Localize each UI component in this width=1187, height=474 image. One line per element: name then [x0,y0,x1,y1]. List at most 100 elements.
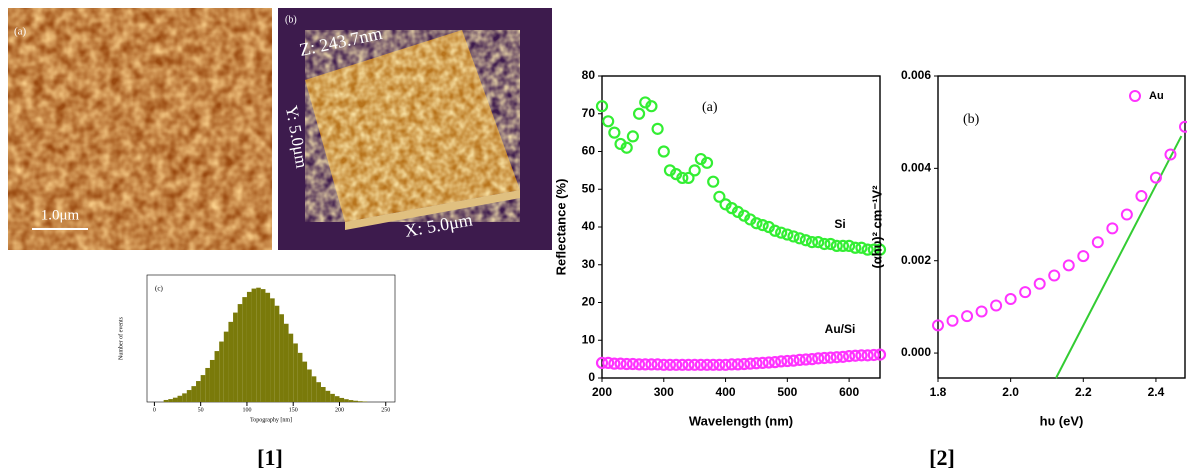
histogram-bar [261,289,266,402]
histogram-bar [363,401,368,402]
data-point [603,116,613,126]
histogram-bar [321,387,326,402]
histogram-bar [178,396,183,402]
x-axis-label: Wavelength (nm) [689,413,793,428]
data-point [1122,210,1132,220]
histogram-bar [201,375,206,402]
y-tick-label: 10 [582,332,596,346]
y-tick-label: 0.004 [901,161,931,175]
histogram-bar [233,313,238,402]
histogram-bar [289,334,294,402]
data-point [1006,294,1016,304]
data-point [690,165,700,175]
histogram-bar [349,400,354,402]
x-tick-label: 300 [654,385,674,399]
histogram-bar [284,324,289,402]
histogram-bar [252,289,257,402]
x-tick-label: 500 [777,385,797,399]
x-tick-label: 2.2 [1075,385,1092,399]
figure: (a) 1.0μm (b) Z: 243.7nm Y: 5.0μm X: 5.0… [0,0,1187,474]
histogram-bar [279,314,284,402]
x-tick-label: 50 [198,407,204,413]
x-tick-label: 0 [153,407,156,413]
histogram-bar [196,381,201,402]
histogram-bar [256,288,261,402]
data-point [948,316,958,326]
annotation: (a) [702,100,718,115]
histogram-bar [307,369,312,402]
histogram-bar [210,360,215,402]
y-axis-label: (αhυ)² cm⁻¹V² [869,185,884,269]
histogram-bar [344,399,349,402]
data-point [1180,122,1187,132]
x-tick-label: 1.8 [930,385,947,399]
y-tick-label: 0.006 [901,68,931,82]
data-point [708,177,718,187]
histogram-bar [228,322,233,402]
x-tick-label: 400 [716,385,736,399]
y-tick-label: 0.002 [901,253,931,267]
y-axis-label: Number of events [117,316,124,360]
histogram-bar [191,386,196,402]
histogram-bar [224,332,229,402]
histogram-bar [173,398,178,402]
histogram-bar [182,393,187,402]
histogram-bar [205,368,210,402]
histogram-bar [164,400,169,402]
y-tick-label: 80 [582,68,596,82]
data-point [634,109,644,119]
histogram-bar [335,396,340,402]
histogram-bar [316,382,321,402]
data-point [653,124,663,134]
data-point [977,307,987,317]
legend-label: Au [1149,90,1164,102]
series-label: Si [834,217,845,231]
histogram-bar [275,306,280,402]
y-tick-label: 0.000 [901,345,931,359]
y-tick-label: 0 [588,370,595,384]
data-point [1035,279,1045,289]
histogram-bar [330,394,335,402]
histogram-bar [312,376,317,402]
x-tick-label: 150 [289,407,298,413]
caption: [1] [257,445,283,470]
data-point [1049,270,1059,280]
legend-marker [1130,91,1140,101]
histogram-bar [238,304,243,402]
y-tick-label: 20 [582,295,596,309]
data-point [1064,260,1074,270]
data-point [1020,287,1030,297]
histogram-bar [302,362,307,402]
histogram-bar [242,297,247,402]
histogram-bar [187,390,192,402]
series-label: Au/Si [825,322,856,336]
histogram-bar [168,399,173,402]
data-point [1093,237,1103,247]
x-tick-label: 250 [381,407,390,413]
panel-label: (b) [285,14,297,25]
y-tick-label: 70 [582,106,596,120]
data-point [1107,223,1117,233]
panel-label: (a) [14,26,27,38]
data-point [962,311,972,321]
histogram-bar [219,342,224,402]
x-axis-label: Topography [nm] [250,417,292,423]
histogram-bar [293,343,298,402]
scale-label: 1.0μm [41,207,80,223]
histogram-bar [358,401,363,402]
data-point [609,128,619,138]
x-tick-label: 100 [242,407,251,413]
x-tick-label: 200 [335,407,344,413]
x-tick-label: 600 [839,385,859,399]
histogram-bar [215,351,220,402]
histogram-bar [339,398,344,402]
annotation: (b) [963,112,980,127]
histogram-bar [298,353,303,402]
y-tick-label: 40 [582,219,596,233]
x-tick-label: 200 [592,385,612,399]
y-axis-label: Reflectance (%) [553,179,568,276]
x-tick-label: 2.4 [1148,385,1165,399]
page: {"figure": { "panel_a": {"label": "(a)",… [0,0,1187,474]
data-point [1078,251,1088,261]
y-tick-label: 60 [582,144,596,158]
